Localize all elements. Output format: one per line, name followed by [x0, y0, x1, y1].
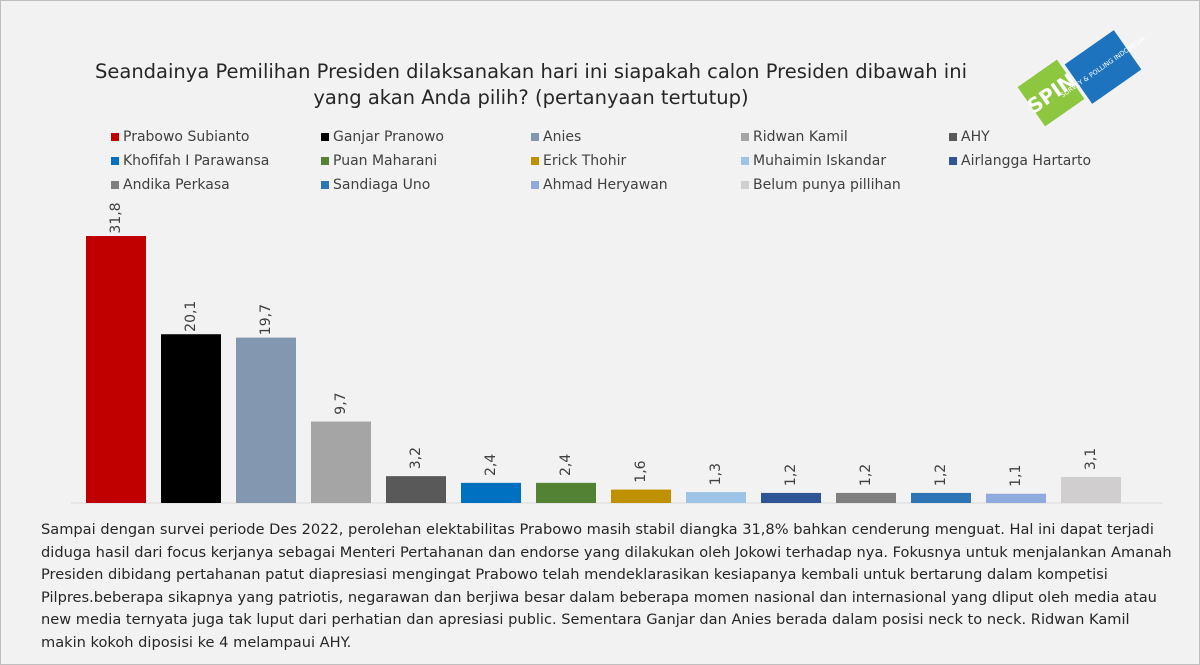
legend-swatch — [111, 181, 119, 189]
note: Sampai dengan survei periode Des 2022, p… — [41, 521, 1172, 651]
legend-label: Belum punya pillihan — [753, 177, 901, 193]
bar — [836, 492, 896, 503]
value-label: 1,6 — [633, 460, 649, 482]
legend-label: Prabowo Subianto — [123, 129, 250, 145]
legend-label: Muhaimin Iskandar — [753, 153, 886, 169]
legend-swatch — [531, 157, 539, 165]
bar — [686, 492, 746, 503]
legend-label: Ridwan Kamil — [753, 129, 848, 145]
legend-swatch — [321, 157, 329, 165]
bar — [386, 476, 446, 503]
logo-blue — [1064, 30, 1142, 104]
legend-swatch — [111, 133, 119, 141]
legend-swatch — [531, 133, 539, 141]
legend-label: Khofifah I Parawansa — [123, 153, 269, 169]
bar — [161, 334, 221, 503]
value-label: 1,2 — [933, 464, 949, 486]
bar — [911, 492, 971, 503]
legend-label: AHY — [961, 129, 990, 145]
value-label: 3,2 — [408, 447, 424, 469]
bar — [86, 236, 146, 503]
value-label: 3,1 — [1083, 448, 1099, 470]
value-label: 1,1 — [1008, 465, 1024, 487]
value-label: 19,7 — [258, 304, 274, 335]
legend-label: Andika Perkasa — [123, 177, 230, 193]
bar — [611, 489, 671, 503]
bar — [761, 492, 821, 503]
legend-swatch — [531, 181, 539, 189]
legend-label: Erick Thohir — [543, 153, 626, 169]
logo-green — [1017, 59, 1085, 127]
bar — [986, 493, 1046, 503]
legend-label: Airlangga Hartarto — [961, 153, 1091, 169]
value-label: 2,4 — [558, 454, 574, 476]
legend-label: Puan Maharani — [333, 153, 437, 169]
legend-swatch — [949, 157, 957, 165]
legend-swatch — [949, 133, 957, 141]
bar — [461, 482, 521, 503]
value-label: 31,8 — [108, 202, 124, 233]
chart: SPIN SURVEY & POLLING INDONESIA Prabowo … — [71, 30, 1163, 504]
bar — [536, 482, 596, 503]
value-label: 1,3 — [708, 463, 724, 485]
value-label: 1,2 — [858, 464, 874, 486]
legend-swatch — [741, 181, 749, 189]
value-label: 9,7 — [333, 392, 349, 414]
chart-title: Seandainya Pemilihan Presiden dilaksanak… — [95, 60, 967, 109]
legend-label: Ahmad Heryawan — [543, 177, 668, 193]
legend-swatch — [321, 181, 329, 189]
legend-swatch — [741, 157, 749, 165]
bar — [236, 337, 296, 503]
value-label: 1,2 — [783, 464, 799, 486]
value-label: 20,1 — [183, 301, 199, 332]
legend-swatch — [741, 133, 749, 141]
legend-label: Anies — [543, 129, 581, 145]
bar — [311, 421, 371, 503]
legend-swatch — [321, 133, 329, 141]
legend-label: Sandiaga Uno — [333, 177, 430, 193]
legend-label: Ganjar Pranowo — [333, 129, 444, 145]
legend-swatch — [111, 157, 119, 165]
value-label: 2,4 — [483, 454, 499, 476]
bar — [1061, 476, 1121, 503]
